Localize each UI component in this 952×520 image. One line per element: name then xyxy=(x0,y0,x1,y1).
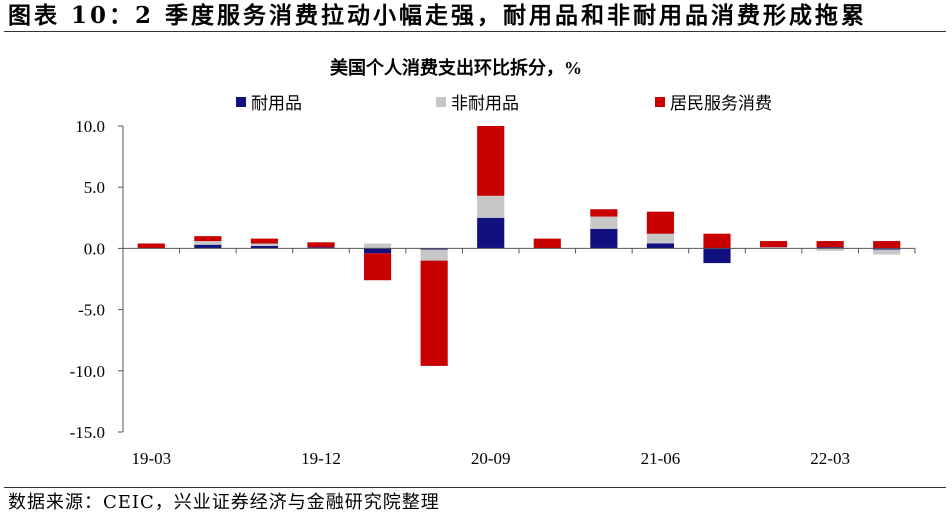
bar-durable-6 xyxy=(477,217,505,249)
legend-swatch-nondurable xyxy=(436,97,446,107)
legend-item-durable: 耐用品 xyxy=(236,94,302,113)
bar-durable-10 xyxy=(703,248,731,264)
legend-swatch-durable xyxy=(236,97,246,107)
legend-item-nondurable: 非耐用品 xyxy=(436,94,519,113)
bar-durable-2 xyxy=(250,245,278,249)
figure-title: 图表 10：2 季度服务消费拉动小幅走强，耐用品和非耐用品消费形成拖累 xyxy=(8,2,868,29)
x-tick-label: 20-09 xyxy=(471,449,511,468)
x-tick-label: 19-12 xyxy=(301,449,341,468)
legend-label-durable: 耐用品 xyxy=(251,94,302,113)
bar-services-6 xyxy=(477,126,505,196)
bar-services-11 xyxy=(759,241,788,248)
y-tick-label: 0.0 xyxy=(84,239,105,258)
bar-nondurable-1 xyxy=(194,241,222,245)
bar-services-12 xyxy=(816,241,844,248)
bar-services-7 xyxy=(533,238,561,249)
bar-services-10 xyxy=(703,233,731,249)
bar-services-8 xyxy=(590,209,618,217)
bar-nondurable-6 xyxy=(477,195,505,218)
bar-nondurable-9 xyxy=(646,233,674,244)
bar-nondurable-12 xyxy=(816,248,844,251)
legend-label-services: 居民服务消费 xyxy=(670,94,772,113)
y-tick-label: -10.0 xyxy=(70,362,105,381)
bar-durable-8 xyxy=(590,228,618,249)
bar-services-9 xyxy=(646,211,674,234)
source-note: 数据来源：CEIC，兴业证券经济与金融研究院整理 xyxy=(8,492,440,513)
bar-durable-4 xyxy=(363,248,392,254)
bar-nondurable-13 xyxy=(873,249,901,255)
bar-durable-13 xyxy=(873,248,901,250)
x-axis: 19-03 19-12 20-09 21-06 22-03 xyxy=(122,247,916,468)
bar-durable-1 xyxy=(194,244,222,249)
x-tick-label: 21-06 xyxy=(641,449,681,468)
y-axis: 10.0 5.0 0.0 -5.0 -10.0 -15.0 xyxy=(70,117,124,442)
y-tick-label: 5.0 xyxy=(84,178,105,197)
legend-swatch-services xyxy=(655,97,665,107)
legend-item-services: 居民服务消费 xyxy=(655,94,772,113)
bar-services-5 xyxy=(420,260,448,366)
y-tick-label: -5.0 xyxy=(78,301,105,320)
bar-durable-9 xyxy=(646,243,674,249)
bar-nondurable-5 xyxy=(420,249,448,261)
chart-title: 美国个人消费支出环比拆分，% xyxy=(330,57,582,78)
bar-services-2 xyxy=(250,238,278,244)
bar-nondurable-2 xyxy=(250,243,278,246)
bar-services-13 xyxy=(873,241,901,249)
bar-services-0 xyxy=(137,243,165,249)
bar-services-1 xyxy=(194,236,222,242)
x-tick-label: 22-03 xyxy=(810,449,850,468)
bar-services-3 xyxy=(307,242,335,248)
legend: 耐用品 非耐用品 居民服务消费 xyxy=(236,94,772,113)
legend-label-nondurable: 非耐用品 xyxy=(451,94,519,113)
source-divider xyxy=(4,487,946,488)
bar-services-4 xyxy=(363,253,392,281)
bar-durable-12 xyxy=(816,247,844,249)
bar-nondurable-11 xyxy=(759,247,788,249)
x-tick-label: 19-03 xyxy=(131,449,171,468)
bar-nondurable-4 xyxy=(363,243,392,249)
title-divider xyxy=(4,31,946,32)
bar-nondurable-8 xyxy=(590,216,618,229)
bar-durable-3 xyxy=(307,247,335,249)
y-tick-label: 10.0 xyxy=(75,117,105,136)
y-tick-label: -15.0 xyxy=(70,423,105,442)
bar-durable-5 xyxy=(420,248,448,250)
bars xyxy=(137,126,901,366)
